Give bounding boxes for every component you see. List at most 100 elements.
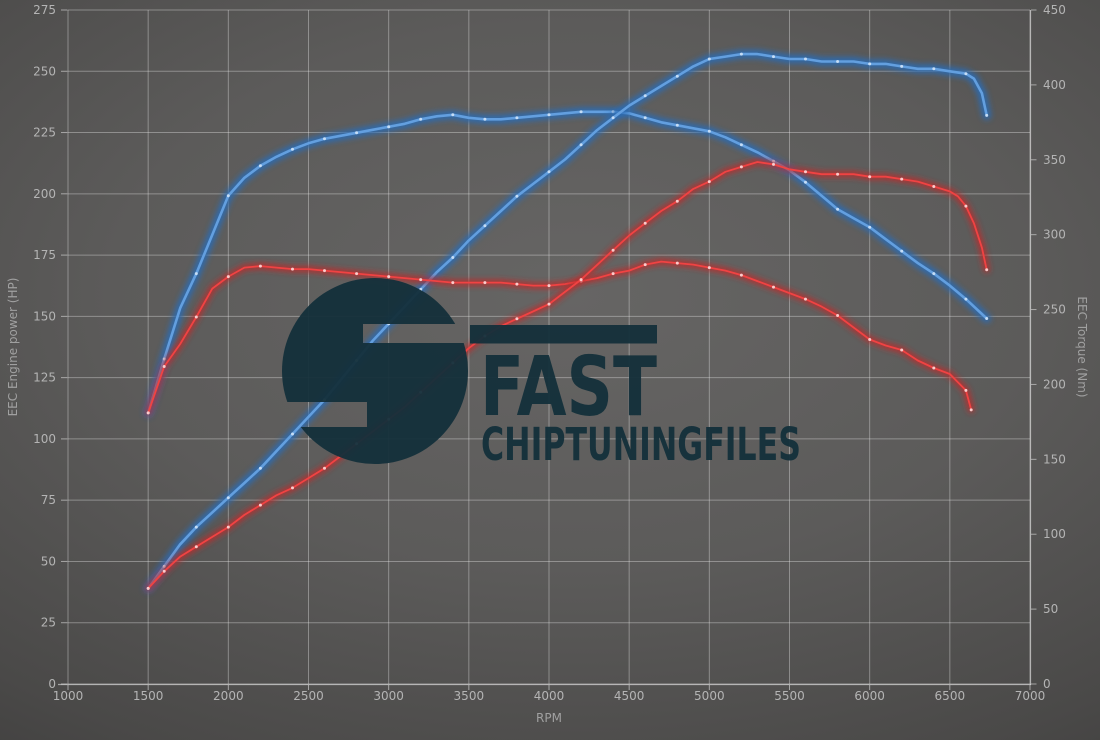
tuned-torque-marker	[985, 317, 989, 320]
right-tick-label: 0	[1043, 677, 1051, 691]
stock-torque-marker	[836, 314, 840, 317]
stock-torque-marker	[643, 263, 647, 267]
left-tick-label: 50	[41, 554, 56, 568]
tuned-power-marker	[258, 466, 262, 470]
tuned-power-marker	[932, 67, 936, 71]
stock-power-marker	[739, 165, 743, 169]
stock-torque-curve	[145, 258, 975, 416]
stock-power-marker	[675, 199, 679, 203]
tuned-power-marker	[483, 224, 487, 228]
tuned-torque-marker	[451, 113, 455, 117]
stock-power-marker	[579, 278, 583, 282]
left-tick-label: 75	[41, 493, 56, 507]
tuned-power-marker	[900, 64, 904, 68]
tuned-torque-marker	[579, 110, 583, 114]
tuned-power-marker	[226, 496, 230, 500]
tuned-torque-marker	[226, 194, 230, 198]
stock-torque-marker	[932, 366, 936, 370]
stock-power-marker	[772, 162, 775, 166]
x-axis-title: RPM	[536, 711, 562, 725]
curves-layer	[143, 49, 992, 593]
tuned-torque-marker	[483, 117, 487, 121]
tuned-power-marker	[985, 113, 989, 117]
logo-bar	[470, 325, 657, 344]
left-tick-label: 225	[33, 126, 56, 140]
left-tick-label: 0	[48, 677, 56, 691]
tuned-torque-marker	[355, 131, 359, 135]
right-tick-label: 250	[1043, 303, 1066, 317]
x-tick-label: 1500	[133, 689, 164, 703]
tuned-power-curve	[143, 49, 992, 593]
logo-brand-text: FAST	[480, 340, 657, 435]
tuned-power-marker	[643, 94, 647, 98]
stock-torque-marker	[900, 348, 904, 352]
stock-power-marker	[804, 170, 807, 174]
stock-torque-marker	[611, 272, 615, 276]
stock-torque-marker	[483, 281, 487, 285]
tuned-torque-marker	[836, 207, 840, 211]
x-tick-label: 6000	[854, 689, 885, 703]
tuned-torque-marker	[515, 116, 519, 120]
left-tick-label: 200	[33, 187, 56, 201]
stock-power-marker	[964, 204, 968, 208]
tuned-power-marker	[451, 256, 455, 259]
stock-torque-marker	[868, 338, 872, 341]
tuned-torque-marker	[707, 129, 711, 133]
stock-power-marker	[162, 569, 166, 573]
left-tick-label: 275	[33, 3, 56, 17]
stock-power-marker	[258, 503, 262, 507]
stock-torque-marker	[194, 315, 198, 319]
tuned-power-marker	[739, 52, 743, 56]
x-tick-label: 2500	[293, 689, 324, 703]
tuned-torque-marker	[900, 249, 904, 253]
stock-power-marker	[643, 221, 647, 225]
x-tick-label: 2000	[213, 689, 244, 703]
tuned-torque-marker	[932, 272, 936, 276]
left-tick-label: 25	[41, 616, 56, 630]
x-tick-label: 4000	[534, 689, 565, 703]
stock-power-marker	[932, 185, 936, 188]
stock-torque-marker	[162, 365, 166, 368]
tuned-torque-marker	[258, 164, 262, 168]
stock-torque-marker	[772, 285, 775, 289]
right-tick-label: 200	[1043, 377, 1066, 391]
stock-torque-marker	[146, 411, 150, 415]
stock-torque-marker	[515, 282, 519, 286]
stock-torque-marker	[964, 388, 968, 392]
right-tick-label: 50	[1043, 602, 1058, 616]
stock-torque-marker	[707, 266, 711, 270]
tuned-torque-marker	[323, 137, 326, 141]
tuned-power-marker	[868, 62, 872, 66]
right-tick-label: 450	[1043, 3, 1066, 17]
right-tick-label: 350	[1043, 153, 1066, 167]
tuned-power-marker	[194, 525, 198, 529]
right-tick-label: 100	[1043, 527, 1066, 541]
tuned-torque-marker	[868, 225, 872, 229]
stock-torque-line	[147, 260, 973, 414]
stock-power-marker	[146, 586, 150, 590]
tuned-torque-marker	[964, 297, 968, 301]
tuned-power-marker	[836, 60, 840, 63]
x-tick-label: 6500	[935, 689, 966, 703]
tuned-torque-marker	[162, 357, 166, 361]
stock-torque-marker	[451, 281, 455, 285]
tuned-power-marker	[707, 57, 711, 61]
x-tick-label: 5500	[774, 689, 805, 703]
tuned-torque-marker	[643, 116, 647, 120]
left-tick-label: 175	[33, 248, 56, 262]
stock-torque-marker	[387, 275, 391, 279]
logo-s-circle	[282, 278, 468, 464]
tuned-power-marker	[579, 143, 583, 147]
x-tick-label: 3000	[373, 689, 404, 703]
watermark-logo: FAST CHIPTUNINGFILES	[282, 278, 801, 471]
stock-torque-marker	[675, 261, 679, 265]
axis-layer: 0 25 50 75 100 125 150 175 200 225 250 275 0 50 100 150…	[33, 3, 1066, 703]
stock-power-marker	[194, 545, 198, 549]
tuned-torque-curve	[143, 107, 992, 418]
tuned-power-marker	[291, 432, 294, 436]
tuned-torque-marker	[387, 125, 391, 129]
right-tick-label: 150	[1043, 452, 1066, 466]
tuned-torque-marker	[194, 272, 198, 276]
